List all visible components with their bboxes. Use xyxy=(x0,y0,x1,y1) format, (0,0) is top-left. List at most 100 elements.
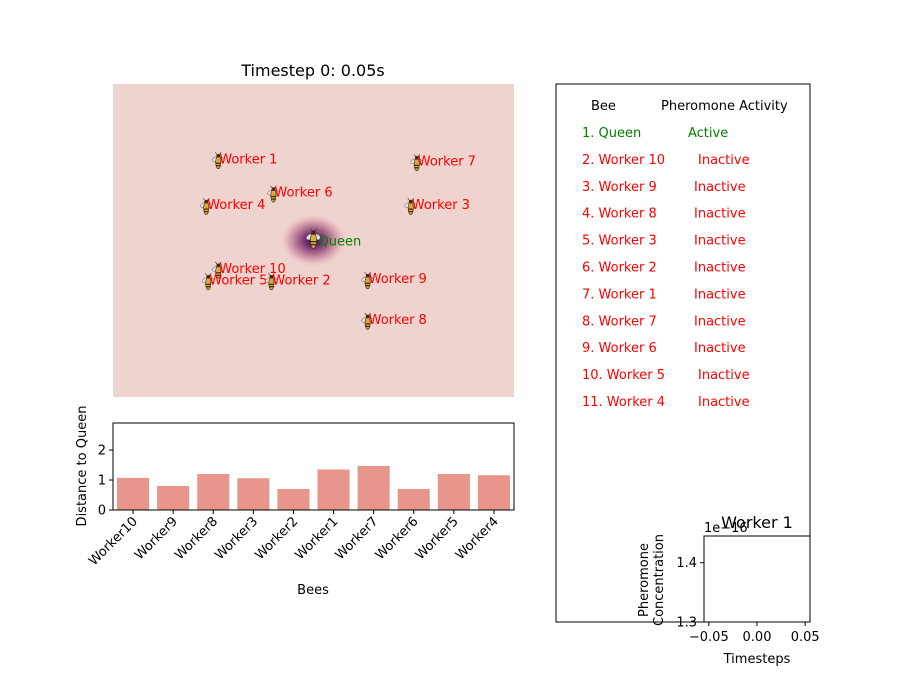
inset-axes: −0.05 0.00 0.05 1.3 1.4 xyxy=(676,556,819,645)
bar xyxy=(237,478,270,510)
bar-xtick-label: Worker5 xyxy=(413,514,462,563)
table-cell-status: Inactive xyxy=(698,368,750,383)
table-cell-status: Inactive xyxy=(694,207,746,222)
bar-xtick-label: Worker9 xyxy=(132,514,181,563)
table-cell-bee: 1. Queen xyxy=(582,126,641,141)
bar xyxy=(277,489,310,510)
worker-label: Worker 4 xyxy=(207,198,265,213)
worker-marker: Worker 10 xyxy=(212,261,286,279)
table-cell-bee: 2. Worker 10 xyxy=(582,153,665,168)
table-cell-status: Inactive xyxy=(698,153,750,168)
worker-label: Worker 10 xyxy=(219,262,285,277)
inset-background xyxy=(704,536,810,622)
inset-xtick-label: −0.05 xyxy=(689,630,729,645)
table-header-activity: Pheromone Activity xyxy=(661,99,788,114)
bar-xtick-label: Worker4 xyxy=(453,514,502,563)
worker-marker: Worker 8 xyxy=(361,312,427,330)
table-panel: Bee Pheromone Activity 1. Queen Active 2. … xyxy=(555,83,811,623)
worker-label: Worker 7 xyxy=(418,154,476,169)
bar-xtick-label: Worker6 xyxy=(373,514,422,563)
worker-label: Worker 3 xyxy=(412,198,470,213)
table-header-bee: Bee xyxy=(591,99,616,114)
worker-label: Worker 2 xyxy=(272,273,330,288)
worker-marker: Worker 7 xyxy=(410,154,476,172)
table-row: 5. Worker 3 Inactive xyxy=(582,234,746,249)
bar xyxy=(317,469,350,510)
table-row: 7. Worker 1 Inactive xyxy=(582,287,746,302)
bar-xtick-label: Worker7 xyxy=(333,514,382,563)
table-cell-bee: 9. Worker 6 xyxy=(582,341,657,356)
table-cell-status: Inactive xyxy=(694,261,746,276)
bar xyxy=(477,475,510,510)
bar-ytick-label: 1 xyxy=(98,474,106,489)
worker-label: Worker 9 xyxy=(369,272,427,287)
bar-ytick-label: 0 xyxy=(98,504,106,519)
queen-label: Queen xyxy=(319,235,362,250)
bar-ylabel: Distance to Queen xyxy=(75,406,90,527)
table-cell-status: Inactive xyxy=(698,395,750,410)
worker-marker: Worker 3 xyxy=(404,197,470,215)
table-row: 10. Worker 5 Inactive xyxy=(582,368,750,383)
table-cell-status: Inactive xyxy=(694,314,746,329)
worker-label: Worker 8 xyxy=(369,313,427,328)
table-cell-bee: 11. Worker 4 xyxy=(582,395,665,410)
scatter-title: Timestep 0: 0.05s xyxy=(240,61,384,80)
inset-panel: Worker 1 1e−16 −0.05 0.00 0.05 1.3 1.4 Phero… xyxy=(637,513,820,667)
table-cell-bee: 10. Worker 5 xyxy=(582,368,665,383)
table-cell-bee: 5. Worker 3 xyxy=(582,234,657,249)
table-cell-bee: 3. Worker 9 xyxy=(582,180,657,195)
bar-ytick-label: 2 xyxy=(98,444,106,459)
worker-marker: Worker 1 xyxy=(212,152,277,170)
inset-xtick-label: 0.05 xyxy=(791,630,820,645)
table-frame xyxy=(555,83,811,623)
worker-label: Worker 6 xyxy=(274,186,332,201)
bar-plot-frame xyxy=(112,422,515,511)
table-row: 3. Worker 9 Inactive xyxy=(582,180,746,195)
table-cell-status: Inactive xyxy=(694,180,746,195)
bar xyxy=(197,474,230,510)
inset-title: Worker 1 xyxy=(721,513,793,532)
table-row: 2. Worker 10 Inactive xyxy=(582,153,750,168)
bar xyxy=(437,474,470,510)
queen-marker: Queen xyxy=(279,213,362,268)
inset-xlabel: Timesteps xyxy=(723,652,791,667)
scatter-marks: Queen Worker 1 Worker 6 Worker 4 Worker 7 Wor… xyxy=(200,152,476,330)
bar-xtick-label: Worker10 xyxy=(86,514,141,569)
table-cell-status: Inactive xyxy=(694,234,746,249)
table-cell-bee: 6. Worker 2 xyxy=(582,261,657,276)
inset-ytick-label: 1.3 xyxy=(676,616,697,631)
bar xyxy=(397,489,430,510)
table-cell-bee: 7. Worker 1 xyxy=(582,287,657,302)
worker-label: Worker 1 xyxy=(219,152,277,167)
bar xyxy=(117,477,150,510)
table-cell-bee: 4. Worker 8 xyxy=(582,207,657,222)
bar-panel: Worker10Worker9Worker8Worker3Worker2Work… xyxy=(75,406,515,598)
table-row: 8. Worker 7 Inactive xyxy=(582,314,746,329)
inset-offset-label: 1e−16 xyxy=(704,521,748,536)
worker-label: Worker 5 xyxy=(209,273,267,288)
table-cell-bee: 8. Worker 7 xyxy=(582,314,657,329)
table-row: 6. Worker 2 Inactive xyxy=(582,261,746,276)
table-cell-status: Inactive xyxy=(694,341,746,356)
scatter-panel: Timestep 0: 0.05s Queen Worker 1 Worker 6 W… xyxy=(113,61,514,397)
worker-marker: Worker 4 xyxy=(200,197,265,215)
table-row: 1. Queen Active xyxy=(582,126,728,141)
bar-xtick-label: Worker8 xyxy=(172,514,221,563)
worker-marker: Worker 2 xyxy=(265,273,331,291)
bar xyxy=(357,465,390,510)
table-row: 11. Worker 4 Inactive xyxy=(582,395,750,410)
bar-xtick-label: Worker1 xyxy=(293,514,342,563)
worker-marker: Worker 5 xyxy=(202,273,267,291)
bar-xtick-label: Worker3 xyxy=(212,514,261,563)
bar-xtick-label: Worker2 xyxy=(252,514,301,563)
inset-xtick-label: 0.00 xyxy=(743,630,772,645)
bar-marks xyxy=(117,465,510,510)
table-row: 4. Worker 8 Inactive xyxy=(582,207,746,222)
bar-xlabel: Bees xyxy=(297,583,329,598)
worker-marker: Worker 6 xyxy=(267,185,333,203)
table-row: 9. Worker 6 Inactive xyxy=(582,341,746,356)
inset-ylabel: PheromoneConcentration xyxy=(637,534,667,626)
table-cell-status: Active xyxy=(688,126,728,141)
